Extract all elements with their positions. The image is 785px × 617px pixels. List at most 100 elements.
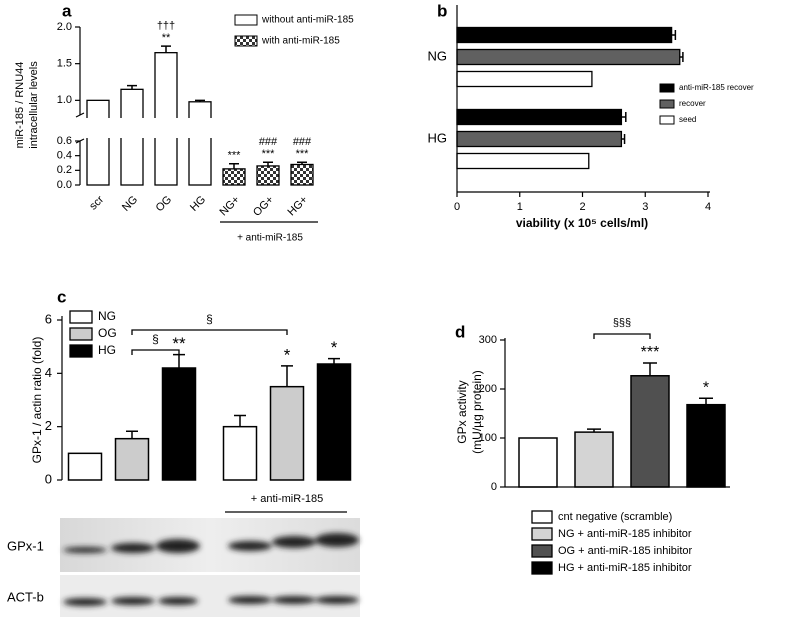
bar: [574, 431, 614, 488]
bar: [686, 403, 726, 488]
error-bar: [161, 45, 171, 53]
y-tick-label: 1.0: [57, 94, 72, 106]
western-blot: [60, 518, 360, 617]
bracket-label: §§§: [613, 317, 631, 329]
legend-swatch: [531, 510, 553, 524]
bar: [456, 70, 593, 88]
bracket-label: §: [206, 312, 213, 326]
y-axis-label: GPx-1 / actin ratio (fold): [30, 337, 44, 464]
x-tick-label: NG: [120, 194, 140, 214]
legend-label: anti-miR-185 recover: [679, 83, 754, 92]
significance: **: [172, 334, 186, 353]
x-tick-label: 4: [705, 201, 711, 213]
error-bar: [621, 134, 626, 144]
bar: [222, 168, 246, 186]
bar: [86, 99, 110, 186]
axis-break: [70, 118, 330, 138]
x-tick-label: OG: [154, 194, 175, 215]
error-bar: [699, 397, 713, 405]
error-bar: [195, 99, 205, 102]
significance: **: [162, 32, 171, 44]
y-tick-label: 0.0: [57, 179, 72, 191]
significance: ###: [293, 136, 312, 148]
legend-swatch: [234, 14, 258, 26]
legend-swatch: [234, 35, 258, 47]
legend-swatch: [69, 344, 93, 358]
significance: *: [331, 338, 338, 357]
significance: *: [703, 380, 709, 397]
significance: ***: [228, 150, 242, 162]
y-tick-label: 0.2: [57, 164, 72, 176]
legend-label: NG: [98, 309, 116, 323]
bar: [456, 108, 623, 126]
legend-swatch: [531, 561, 553, 575]
x-tick-label: 0: [454, 201, 460, 213]
error-bar: [126, 430, 138, 439]
legend-label: recover: [679, 99, 706, 108]
bar: [188, 101, 212, 186]
x-tick-label: scr: [87, 193, 106, 212]
y-tick-label: 2.0: [57, 21, 72, 33]
error-bar: [621, 112, 627, 122]
bar: [114, 437, 150, 481]
legend-swatch: [69, 310, 93, 324]
y-axis-label: (mU/µg protein): [470, 370, 484, 454]
significance: *: [284, 345, 291, 364]
bracket-label: §: [152, 332, 159, 346]
legend-swatch: [659, 83, 675, 93]
bar: [161, 367, 197, 481]
x-tick-label: NG+: [217, 194, 242, 219]
legend-swatch: [531, 527, 553, 541]
y-tick-label: 2: [45, 418, 52, 433]
y-tick-label: 4: [45, 365, 52, 380]
x-tick-label: 2: [579, 201, 585, 213]
error-bar: [671, 30, 677, 40]
x-tick-label: HG+: [285, 194, 310, 219]
blot-label: ACT-b: [7, 589, 44, 604]
x-tick-label: OG+: [251, 194, 276, 219]
legend-label: NG + anti-miR-185 inhibitor: [558, 528, 692, 540]
y-axis-label: GPx activity: [455, 380, 469, 443]
legend-swatch: [659, 99, 675, 109]
y-tick-label: 300: [479, 334, 497, 346]
x-tick-label: 3: [642, 201, 648, 213]
legend-label: OG: [98, 326, 117, 340]
legend-label: seed: [679, 115, 696, 124]
y-tick-label: 1.5: [57, 58, 72, 70]
x-tick-label: 1: [517, 201, 523, 213]
bracket: [131, 349, 180, 355]
bar: [456, 152, 590, 170]
bracket: [131, 329, 288, 335]
error-bar: [587, 428, 601, 433]
legend-swatch: [69, 327, 93, 341]
y-axis-label: intracellular levels: [28, 61, 40, 149]
legend-label: with anti-miR-185: [261, 36, 340, 47]
legend-label: HG + anti-miR-185 inhibitor: [558, 562, 692, 574]
bar: [630, 375, 670, 488]
error-bar: [263, 161, 273, 166]
y-tick-label: 0: [491, 481, 497, 493]
x-tick-label: HG: [188, 194, 208, 214]
significance: ###: [259, 136, 278, 148]
significance: ***: [296, 148, 310, 160]
bar: [316, 363, 352, 481]
legend-label: HG: [98, 343, 116, 357]
panel-letter: b: [437, 1, 447, 20]
bar: [222, 425, 258, 481]
bar: [269, 385, 305, 481]
significance: †††: [157, 20, 175, 32]
error-bar: [281, 365, 293, 387]
panel-letter: c: [57, 287, 66, 306]
bar: [456, 48, 681, 66]
bar: [67, 452, 103, 481]
legend-label: OG + anti-miR-185 inhibitor: [558, 545, 693, 557]
legend-label: cnt negative (scramble): [558, 511, 672, 523]
error-bar: [328, 357, 340, 364]
group-label: + anti-miR-185: [251, 493, 323, 505]
bar: [456, 130, 623, 148]
error-bar: [297, 161, 307, 165]
error-bar: [679, 52, 684, 62]
x-axis-label: viability (x 10⁵ cells/ml): [516, 216, 648, 230]
y-tick-label: 100: [479, 432, 497, 444]
